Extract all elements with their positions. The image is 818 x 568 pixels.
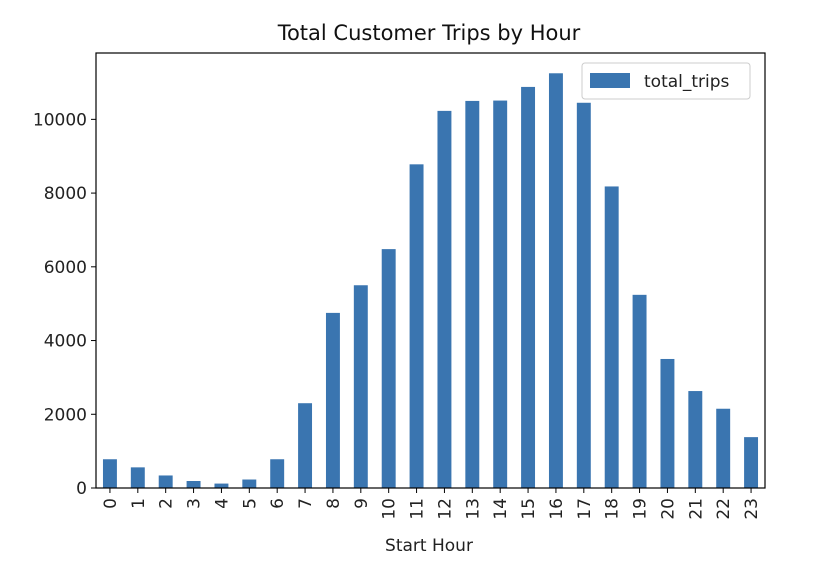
x-tick-label-7: 7 [296, 498, 316, 509]
x-tick-label-19: 19 [631, 498, 651, 520]
y-tick-label-6000: 6000 [44, 258, 87, 278]
bar-hour-3 [186, 481, 201, 488]
bar-hour-19 [632, 294, 647, 488]
x-tick-label-8: 8 [324, 498, 344, 509]
y-tick-label-2000: 2000 [44, 405, 87, 425]
legend-box [581, 62, 751, 100]
x-tick-label-9: 9 [352, 498, 372, 509]
x-tick-label-1: 1 [129, 498, 149, 509]
bar-hour-11 [409, 164, 424, 488]
x-tick-label-3: 3 [185, 498, 205, 509]
legend-label-total-trips: total_trips [644, 72, 730, 92]
x-tick-label-12: 12 [435, 498, 455, 520]
bar-hour-7 [298, 403, 313, 488]
bar-hour-20 [660, 358, 675, 488]
plot-frame [95, 52, 766, 489]
y-tick-label-0: 0 [76, 479, 87, 499]
bar-hour-23 [744, 437, 759, 488]
x-tick-label-2: 2 [157, 498, 177, 509]
x-axis-label: Start Hour [385, 536, 473, 556]
bar-hour-2 [158, 475, 173, 488]
x-tick-label-18: 18 [603, 498, 623, 520]
chart-title: Total Customer Trips by Hour [277, 21, 581, 45]
y-tick-label-4000: 4000 [44, 332, 87, 352]
x-tick-label-5: 5 [240, 498, 260, 509]
bar-hour-16 [548, 73, 563, 488]
bar-hour-18 [604, 186, 619, 488]
x-tick-label-0: 0 [101, 498, 121, 509]
x-tick-label-16: 16 [547, 498, 567, 520]
x-tick-label-22: 22 [714, 498, 734, 520]
x-tick-label-10: 10 [380, 498, 400, 520]
bar-hour-6 [270, 459, 285, 488]
legend-swatch [590, 73, 630, 88]
y-tick-label-10000: 10000 [33, 110, 87, 130]
bar-hour-15 [521, 86, 536, 489]
bar-hour-14 [493, 100, 508, 488]
bar-hour-13 [465, 100, 480, 489]
x-tick-label-6: 6 [268, 498, 288, 509]
bar-hour-12 [437, 110, 452, 488]
bar-hour-8 [325, 312, 340, 488]
x-tick-label-15: 15 [519, 498, 539, 520]
x-tick-label-14: 14 [491, 498, 511, 520]
bar-hour-1 [130, 467, 145, 488]
bar-hour-4 [214, 483, 229, 488]
x-tick-label-21: 21 [686, 498, 706, 520]
x-tick-label-17: 17 [575, 498, 595, 520]
bar-hour-22 [716, 408, 731, 488]
x-axis-ticks: 0 1 2 3 4 5 6 7 8 9 10 11 12 13 14 15 16 17 18 19 20 21 22 23 [101, 488, 762, 520]
x-tick-label-23: 23 [742, 498, 762, 520]
bar-hour-9 [353, 285, 368, 488]
bar-hour-21 [688, 391, 703, 488]
bar-hour-5 [242, 479, 257, 488]
bars-group [102, 73, 759, 489]
x-tick-label-13: 13 [463, 498, 483, 520]
y-axis-ticks: 0 2000 4000 6000 8000 10000 [33, 110, 96, 499]
legend: total_trips [581, 62, 751, 100]
bar-hour-17 [576, 102, 591, 489]
y-tick-label-8000: 8000 [44, 184, 87, 204]
x-tick-label-20: 20 [658, 498, 678, 520]
x-tick-label-11: 11 [408, 498, 428, 520]
bar-hour-10 [381, 249, 396, 488]
bar-hour-0 [102, 459, 117, 488]
x-tick-label-4: 4 [212, 498, 232, 509]
